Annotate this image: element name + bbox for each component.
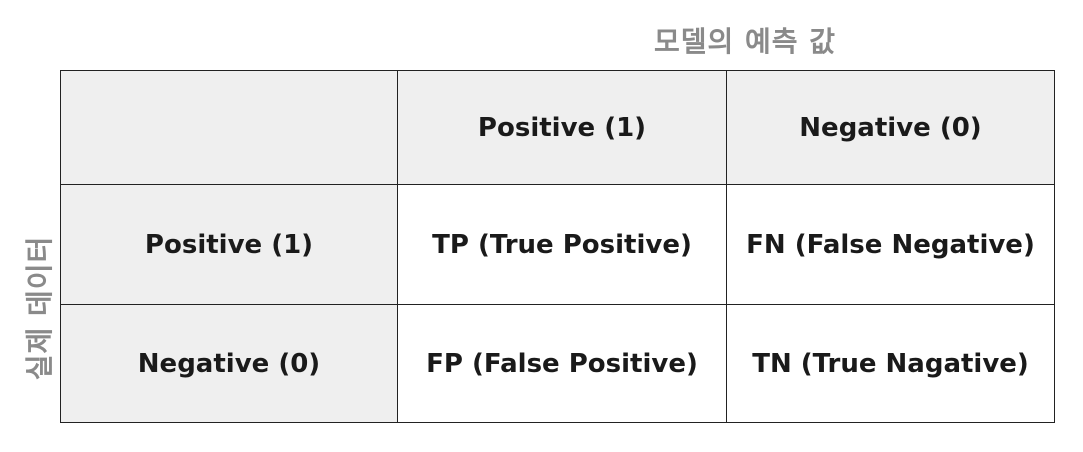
predicted-axis-label: 모델의 예측 값 <box>653 25 837 58</box>
table-row: Positive (1) TP (True Positive) FN (Fals… <box>60 184 1055 305</box>
cell-true-positive: TP (True Positive) <box>397 184 727 305</box>
cell-false-negative: FN (False Negative) <box>726 184 1055 305</box>
actual-axis-label: 실제 데이터 <box>23 235 56 381</box>
cell-false-positive: FP (False Positive) <box>397 304 727 423</box>
corner-cell <box>60 70 398 185</box>
header-predicted-positive: Positive (1) <box>397 70 727 185</box>
row-label-actual-negative: Negative (0) <box>60 304 398 423</box>
header-predicted-negative: Negative (0) <box>726 70 1055 185</box>
table-row: Negative (0) FP (False Positive) TN (Tru… <box>60 304 1055 423</box>
cell-true-negative: TN (True Nagative) <box>726 304 1055 423</box>
row-label-actual-positive: Positive (1) <box>60 184 398 305</box>
header-row: Positive (1) Negative (0) <box>60 70 1055 185</box>
confusion-matrix-table: Positive (1) Negative (0) Positive (1) T… <box>60 70 1055 423</box>
